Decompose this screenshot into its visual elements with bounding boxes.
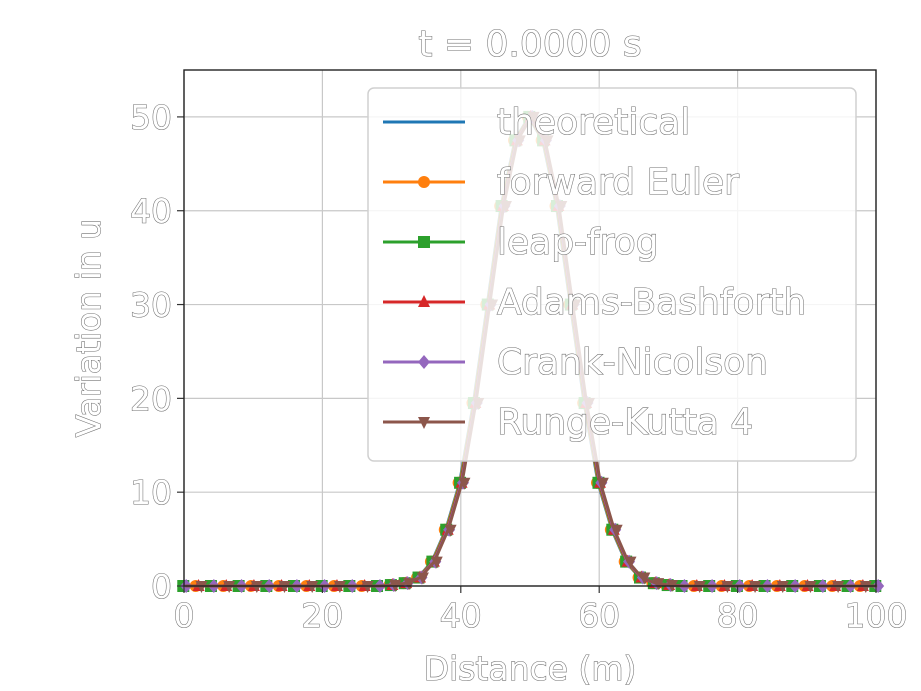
- legend-label: Crank-Nicolson: [497, 342, 768, 383]
- x-axis-label: Distance (m): [424, 649, 637, 688]
- legend-label: forward Euler: [497, 162, 739, 203]
- data-point: [749, 581, 762, 593]
- legend-marker: [418, 355, 430, 369]
- data-point: [430, 556, 443, 569]
- legend-marker: [418, 176, 430, 188]
- x-tick-label: 0: [174, 596, 195, 635]
- legend-item: Runge-Kutta 4: [383, 401, 754, 444]
- data-point: [804, 581, 817, 593]
- legend-label: leap-frog: [497, 222, 659, 263]
- data-point: [776, 581, 789, 593]
- data-point: [693, 581, 706, 593]
- data-point: [458, 477, 471, 490]
- legend-item: Crank-Nicolson: [383, 341, 769, 384]
- data-point: [596, 477, 609, 490]
- y-tick-label: 40: [130, 192, 172, 231]
- data-point: [624, 556, 637, 569]
- y-tick-label: 0: [151, 567, 172, 606]
- data-point: [872, 579, 885, 593]
- legend-item: forward Euler: [383, 161, 740, 204]
- legend-label: theoretical: [497, 102, 690, 143]
- data-point: [278, 581, 291, 593]
- y-tick-label: 50: [130, 98, 172, 137]
- data-point: [652, 578, 665, 591]
- x-tick-label: 80: [717, 596, 759, 635]
- plot-frame: [183, 69, 877, 587]
- chart-title: t = 0.0000 s: [418, 24, 641, 65]
- legend: theoretical forward Euler leap-frog Adams-B…: [367, 87, 857, 462]
- data-point: [306, 581, 319, 593]
- x-tick-label: 40: [440, 596, 482, 635]
- data-point: [721, 581, 734, 593]
- legend-marker: [418, 295, 430, 307]
- legend-item: Adams-Bashforth: [383, 281, 807, 324]
- x-tick-label: 60: [578, 596, 620, 635]
- legend-item: leap-frog: [383, 221, 659, 264]
- legend-label: Adams-Bashforth: [497, 282, 806, 323]
- data-point: [416, 572, 429, 585]
- legend-box: [367, 87, 857, 462]
- data-point: [250, 581, 263, 593]
- data-point: [333, 581, 346, 593]
- legend-marker: [418, 236, 430, 248]
- y-axis-label: Variation in u: [69, 219, 108, 437]
- axes: 0 20 40 60 80 100 0 10 20 30 40 50: [129, 69, 908, 636]
- data-point: [859, 581, 872, 593]
- data-point: [832, 581, 845, 593]
- y-tick-label: 10: [130, 473, 172, 512]
- data-point: [403, 578, 416, 591]
- y-tick-label: 30: [130, 286, 172, 325]
- data-point: [223, 581, 236, 593]
- legend-item: theoretical: [383, 101, 691, 144]
- x-tick-label: 20: [301, 596, 343, 635]
- data-point: [444, 524, 457, 537]
- data-point: [638, 572, 651, 585]
- data-point: [610, 524, 623, 537]
- data-point: [361, 581, 374, 593]
- legend-label: Runge-Kutta 4: [497, 402, 753, 443]
- y-tick-label: 20: [130, 379, 172, 418]
- x-tick-label: 100: [845, 596, 908, 635]
- legend-marker: [418, 417, 430, 429]
- data-point: [195, 581, 208, 593]
